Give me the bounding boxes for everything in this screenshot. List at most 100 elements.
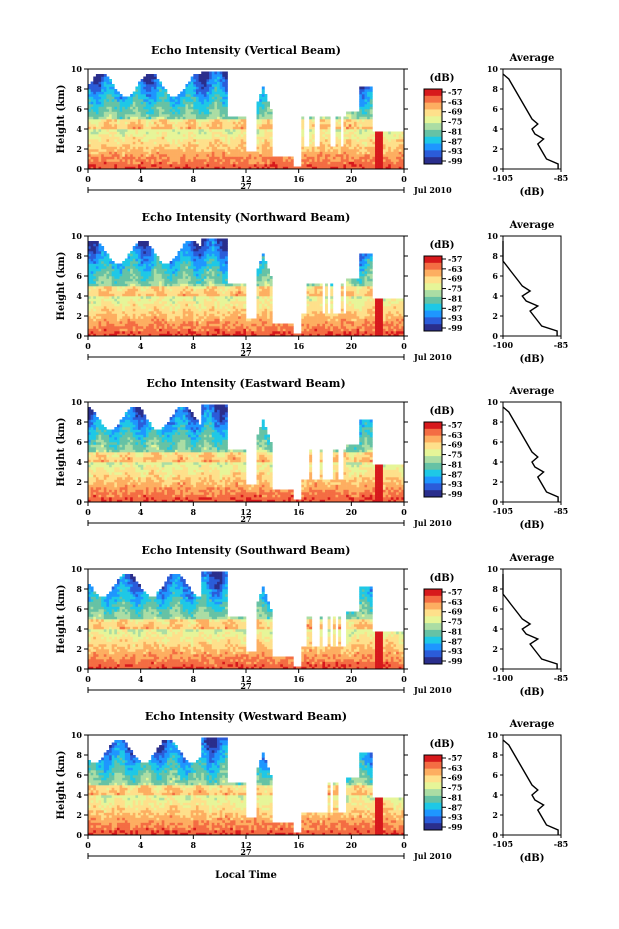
heatmap-cell [185, 241, 189, 244]
heatmap-cell [188, 109, 191, 112]
heatmap-cell [359, 131, 363, 135]
heatmap-cell [359, 161, 363, 165]
heatmap-cell [90, 109, 94, 112]
heatmap-cell [124, 119, 128, 122]
heatmap-cell [243, 164, 247, 167]
heatmap-cell [138, 104, 141, 107]
heatmap-cell [98, 134, 102, 137]
heatmap-cell [214, 268, 218, 272]
heatmap-cell [211, 79, 215, 82]
colorbar-tick-label: -57 [448, 87, 462, 97]
heatmap-cell [119, 106, 123, 110]
heatmap-cell [156, 79, 160, 82]
heatmap-cell [116, 263, 120, 267]
heatmap-cell [148, 91, 152, 95]
heatmap-cell [124, 116, 128, 120]
heatmap-cell [177, 94, 181, 97]
heatmap-cell [219, 293, 223, 297]
heatmap-cell [325, 146, 328, 150]
heatmap-cell [132, 164, 136, 167]
heatmap-cell [135, 116, 139, 120]
heatmap-cell [156, 308, 160, 312]
heatmap-cell [209, 271, 213, 274]
heatmap-cell [227, 301, 231, 304]
heatmap-cell [211, 166, 215, 170]
heatmap-cell [140, 271, 144, 274]
heatmap-cell [388, 136, 392, 140]
heatmap-cell [185, 119, 189, 122]
heatmap-cell [145, 161, 149, 165]
heatmap-cell [227, 131, 231, 135]
heatmap-cell [153, 91, 157, 95]
heatmap-cell [330, 156, 334, 160]
heatmap-cell [161, 116, 165, 120]
heatmap-cell [122, 286, 126, 289]
heatmap-cell [167, 311, 170, 314]
heatmap-cell [127, 141, 131, 145]
heatmap-cell [393, 154, 397, 157]
heatmap-cell [219, 276, 223, 279]
heatmap-cell [195, 109, 199, 112]
colorbar-tick-label: -69 [448, 107, 463, 117]
heatmap-cell [224, 121, 228, 125]
heatmap-cell [182, 146, 186, 150]
heatmap-cell [209, 71, 213, 75]
heatmap-cell [198, 86, 202, 90]
heatmap-cell [380, 139, 384, 142]
heatmap-cell [206, 109, 210, 112]
heatmap-cell [156, 318, 160, 322]
heatmap-cell [98, 321, 102, 324]
heatmap-cell [180, 308, 184, 312]
heatmap-cell [288, 156, 292, 160]
heatmap-cell [159, 298, 163, 302]
heatmap-cell [353, 129, 357, 132]
heatmap-cell [106, 291, 110, 294]
heatmap-cell [217, 271, 220, 274]
heatmap-cell [93, 298, 97, 302]
heatmap-cell [174, 303, 178, 307]
heatmap-cell [90, 141, 94, 145]
heatmap-cell [140, 251, 144, 254]
heatmap-cell [90, 278, 94, 282]
heatmap-cell [222, 79, 226, 82]
heatmap-cell [127, 146, 131, 150]
heatmap-cell [327, 124, 331, 127]
heatmap-cell [106, 156, 110, 160]
heatmap-cell [190, 154, 194, 157]
heatmap-cell [201, 241, 205, 244]
heatmap-cell [393, 134, 397, 137]
heatmap-cell [159, 116, 163, 120]
heatmap-cell [90, 253, 94, 257]
heatmap-cell [101, 286, 105, 289]
heatmap-cell [185, 126, 189, 130]
heatmap-cell [259, 126, 263, 130]
heatmap-cell [335, 159, 339, 162]
heatmap-cell [193, 164, 197, 167]
heatmap-cell [214, 243, 218, 247]
heatmap-cell [190, 134, 194, 137]
heatmap-cell [377, 139, 381, 142]
heatmap-cell [185, 166, 189, 170]
heatmap-cell [214, 311, 218, 314]
heatmap-cell [209, 321, 213, 324]
heatmap-cell [182, 151, 186, 155]
heatmap-cell [156, 99, 160, 102]
heatmap-cell [164, 316, 168, 319]
average-title: Average [509, 53, 555, 64]
heatmap-cell [193, 121, 197, 125]
heatmap-cell [343, 166, 347, 170]
heatmap-cell [106, 131, 110, 135]
heatmap-cell [209, 159, 213, 162]
heatmap-cell [306, 151, 310, 155]
heatmap-cell [224, 313, 228, 317]
heatmap-cell [311, 116, 315, 120]
heatmap-cell [182, 109, 186, 112]
heatmap-cell [301, 161, 305, 165]
heatmap-cell [101, 258, 105, 262]
heatmap-cell [122, 276, 126, 279]
heatmap-cell [145, 79, 149, 82]
heatmap-cell [198, 76, 202, 80]
heatmap-cell [185, 121, 189, 125]
heatmap-cell [219, 306, 223, 309]
heatmap-cell [156, 124, 160, 127]
